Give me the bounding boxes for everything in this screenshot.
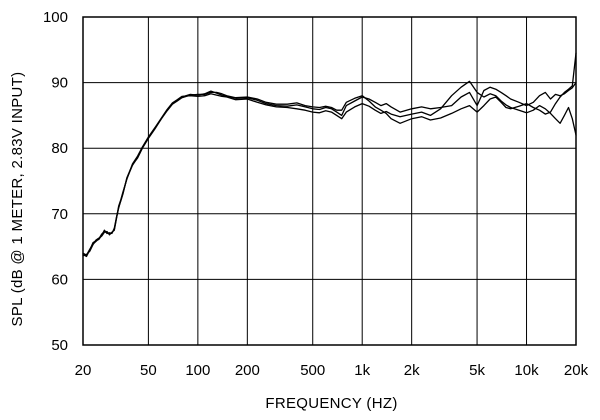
response-curve-1 (82, 81, 577, 258)
plot-frame (82, 16, 577, 346)
y-axis-title: SPL (dB @ 1 METER, 2.83V INPUT) (9, 72, 26, 327)
x-tick-label: 200 (235, 362, 260, 379)
y-tick-label: 60 (51, 271, 68, 288)
x-tick-label: 100 (185, 362, 210, 379)
y-tick-label: 70 (51, 206, 68, 223)
response-curve-3 (82, 52, 577, 256)
x-tick-label: 2k (404, 362, 420, 379)
x-tick-label: 50 (140, 362, 157, 379)
x-tick-label: 20 (75, 362, 92, 379)
y-tick-label: 100 (43, 9, 68, 26)
y-tick-label: 80 (51, 140, 68, 157)
x-axis-tick-labels: 20 50 100 200 500 1k 2k 5k 10k 20k (75, 362, 589, 379)
x-tick-label: 1k (354, 362, 370, 379)
grid (82, 16, 577, 346)
x-axis-title: FREQUENCY (HZ) (265, 395, 397, 412)
y-tick-label: 50 (51, 337, 68, 354)
x-tick-label: 5k (469, 362, 485, 379)
y-axis-tick-labels: 50 60 70 80 90 100 (43, 9, 68, 354)
x-tick-label: 500 (300, 362, 325, 379)
x-tick-label: 20k (564, 362, 589, 379)
x-tick-label: 10k (514, 362, 539, 379)
y-tick-label: 90 (51, 75, 68, 92)
series-group (82, 52, 577, 258)
